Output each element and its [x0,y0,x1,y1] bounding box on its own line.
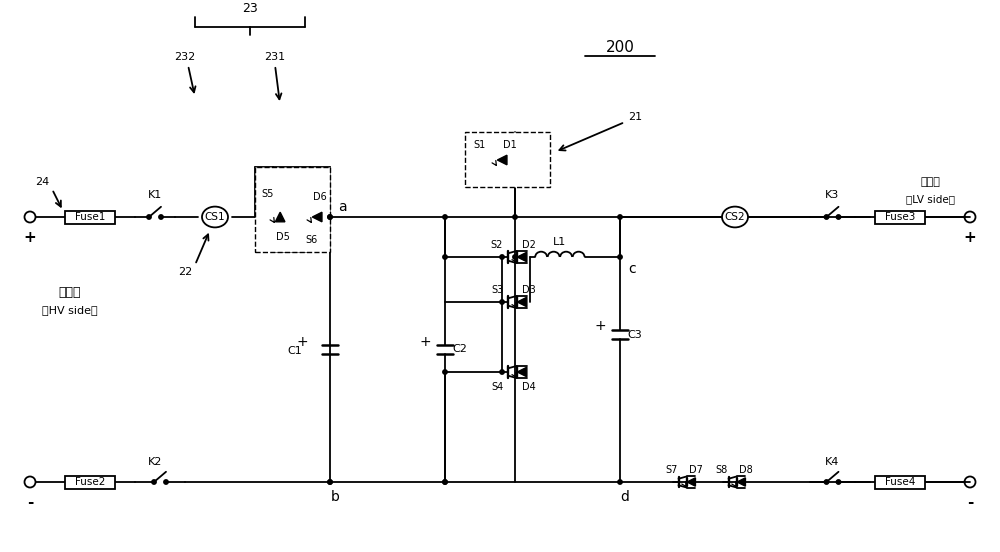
Circle shape [443,215,447,219]
Text: 21: 21 [628,112,642,122]
Circle shape [513,255,517,259]
Text: C1: C1 [288,347,302,357]
Circle shape [159,215,163,219]
Text: D8: D8 [739,465,752,475]
Bar [875,210,925,224]
Polygon shape [497,155,507,165]
Text: +: + [24,230,36,245]
Circle shape [328,215,332,219]
Bar [65,210,115,224]
Bar [465,132,550,187]
Text: 231: 231 [264,52,286,62]
Text: K4: K4 [825,457,839,467]
Text: S2: S2 [491,240,503,250]
Circle shape [500,300,504,304]
Text: b: b [331,490,339,504]
Text: 高压侧: 高压侧 [59,285,81,299]
Circle shape [328,480,332,484]
Circle shape [328,215,332,219]
Polygon shape [737,478,745,486]
Text: S8: S8 [716,465,728,475]
Text: D1: D1 [503,140,517,150]
Text: 24: 24 [35,177,49,187]
Text: S1: S1 [474,140,486,150]
Text: K2: K2 [148,457,162,467]
Circle shape [443,370,447,374]
Circle shape [443,255,447,259]
Bar [255,167,330,252]
Text: a: a [338,200,346,214]
Text: D5: D5 [276,232,290,242]
Bar [65,475,115,489]
Text: C3: C3 [628,330,642,339]
Text: 200: 200 [606,40,634,55]
Circle shape [443,480,447,484]
Text: D2: D2 [522,240,536,250]
Text: c: c [628,262,636,276]
Circle shape [618,255,622,259]
Circle shape [836,215,841,219]
Text: D3: D3 [522,285,536,295]
Text: D6: D6 [313,192,327,202]
Text: Fuse4: Fuse4 [885,477,915,487]
Circle shape [164,480,168,484]
Circle shape [618,215,622,219]
Polygon shape [517,297,527,307]
Text: S7: S7 [666,465,678,475]
Text: （LV side）: （LV side） [906,194,954,204]
Text: D7: D7 [689,465,702,475]
Text: 22: 22 [178,267,192,277]
Polygon shape [312,212,322,222]
Text: S5: S5 [262,189,274,199]
Text: CS2: CS2 [725,212,745,222]
Text: -: - [967,495,973,509]
Circle shape [513,215,517,219]
Ellipse shape [202,206,228,227]
Text: L1: L1 [553,237,567,247]
Text: （HV side）: （HV side） [42,305,98,315]
Circle shape [824,215,829,219]
Circle shape [147,215,151,219]
Polygon shape [275,212,285,222]
Polygon shape [687,478,695,486]
Text: +: + [296,335,308,348]
Text: D4: D4 [522,382,536,392]
Bar [875,475,925,489]
Text: Fuse1: Fuse1 [75,212,105,222]
Polygon shape [517,367,527,377]
Text: K3: K3 [825,190,839,200]
Text: S3: S3 [491,285,503,295]
Circle shape [443,480,447,484]
Text: K1: K1 [148,190,162,200]
Circle shape [500,255,504,259]
Circle shape [152,480,156,484]
Text: d: d [621,490,629,504]
Text: S4: S4 [491,382,503,392]
Ellipse shape [722,206,748,227]
Circle shape [836,480,841,484]
Text: C2: C2 [453,344,467,354]
Polygon shape [517,252,527,262]
Text: 232: 232 [174,52,196,62]
Circle shape [328,480,332,484]
Text: Fuse2: Fuse2 [75,477,105,487]
Text: 23: 23 [242,3,258,15]
Text: +: + [594,320,606,333]
Text: 低压侧: 低压侧 [920,177,940,187]
Text: CS1: CS1 [205,212,225,222]
Text: Fuse3: Fuse3 [885,212,915,222]
Circle shape [618,480,622,484]
Text: S6: S6 [305,235,317,245]
Text: +: + [419,335,431,348]
Circle shape [824,480,829,484]
Text: +: + [964,230,976,245]
Circle shape [500,370,504,374]
Text: -: - [27,495,33,509]
